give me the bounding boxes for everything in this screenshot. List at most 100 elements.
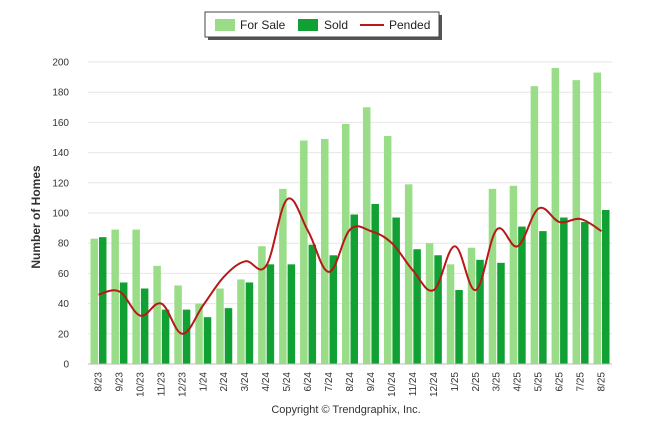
bar-sold	[497, 262, 505, 364]
bar-sold	[140, 288, 149, 364]
bar-for-sale	[195, 303, 203, 364]
bar-sold	[455, 290, 463, 364]
bar-for-sale	[404, 184, 413, 364]
bar-sold	[371, 203, 379, 364]
bar-for-sale	[90, 238, 98, 364]
bar-sold	[434, 255, 442, 364]
bar-sold	[413, 249, 421, 364]
legend-item-sold: Sold	[298, 18, 348, 32]
bar-sold	[245, 282, 254, 364]
y-tick-label: 80	[58, 239, 70, 250]
copyright-credit: Copyright © Trendgraphix, Inc.	[271, 404, 420, 416]
x-tick-label: 1/25	[450, 372, 461, 392]
y-tick-label: 100	[52, 209, 69, 220]
legend-label-pended: Pended	[389, 18, 430, 32]
y-tick-label: 120	[52, 178, 69, 189]
bar-for-sale	[425, 243, 434, 364]
bar-sold	[119, 282, 128, 364]
x-tick-label: 7/24	[324, 372, 335, 392]
x-tick-label: 6/25	[555, 372, 566, 392]
bar-sold	[560, 217, 568, 364]
bar-sold	[539, 231, 547, 364]
x-tick-label: 5/25	[534, 372, 545, 392]
bar-sold	[308, 244, 317, 364]
y-tick-label: 200	[52, 58, 69, 69]
bar-for-sale	[383, 135, 392, 364]
bar-for-sale	[258, 246, 266, 364]
bar-sold	[581, 222, 589, 364]
line-pended	[98, 197, 603, 335]
legend-swatch-for-sale	[215, 19, 235, 31]
y-tick-label: 180	[52, 88, 69, 99]
legend-box	[204, 11, 440, 38]
x-tick-label: 11/23	[156, 372, 167, 397]
bar-for-sale	[216, 288, 224, 364]
bar-for-sale	[446, 264, 455, 364]
bar-sold	[329, 255, 338, 364]
bar-for-sale	[530, 86, 539, 364]
bar-for-sale	[300, 140, 308, 364]
x-tick-label: 8/24	[345, 372, 356, 392]
bar-for-sale	[467, 247, 476, 364]
bar-for-sale	[572, 80, 581, 365]
bar-sold	[287, 264, 296, 364]
x-tick-label: 3/24	[240, 372, 251, 392]
bar-sold	[350, 214, 358, 364]
x-tick-label: 8/23	[93, 372, 104, 392]
bar-for-sale	[174, 285, 182, 364]
bar-for-sale	[153, 265, 161, 364]
legend-swatch-sold	[298, 19, 318, 31]
bar-for-sale	[237, 279, 245, 364]
bar-sold	[224, 308, 233, 364]
legend-item-pended: Pended	[360, 18, 430, 32]
bar-for-sale	[551, 68, 560, 364]
y-tick-labels: 0 20 40 60 80 100 120 140 160 180 200	[52, 58, 69, 371]
x-tick-label: 7/25	[576, 372, 587, 392]
x-tick-label: 5/24	[282, 372, 293, 392]
x-tick-label: 10/24	[387, 372, 398, 397]
bar-for-sale	[362, 107, 371, 365]
x-tick-label: 8/25	[597, 372, 608, 392]
legend-label-sold: Sold	[324, 18, 348, 32]
x-tick-label: 10/23	[135, 372, 146, 397]
bar-for-sale	[488, 188, 497, 364]
x-tick-label: 12/23	[177, 372, 188, 397]
x-tick-label: 11/24	[408, 372, 419, 397]
legend-label-for-sale: For Sale	[240, 18, 286, 32]
y-axis-title: Number of Homes	[29, 165, 43, 269]
bar-for-sale	[342, 123, 350, 364]
y-tick-label: 140	[52, 148, 69, 159]
bar-sold	[182, 309, 191, 364]
bar-for-sale	[509, 185, 518, 364]
x-tick-label: 3/25	[492, 372, 503, 392]
bar-sold	[518, 226, 526, 364]
bar-for-sale	[321, 139, 329, 364]
bar-sold	[203, 317, 212, 364]
bar-sold	[98, 237, 107, 364]
bar-for-sale	[132, 229, 140, 364]
y-tick-label: 160	[52, 118, 69, 129]
x-tick-label: 2/24	[219, 372, 230, 392]
x-tick-label: 1/24	[198, 372, 209, 392]
bar-sold	[161, 309, 170, 364]
x-tick-label: 4/24	[261, 372, 272, 392]
bar-sold	[602, 209, 610, 364]
legend: For Sale Sold Pended	[204, 11, 442, 40]
x-tick-label: 6/24	[303, 372, 314, 392]
bar-sold	[392, 217, 400, 364]
legend-item-for-sale: For Sale	[215, 18, 286, 32]
x-tick-label: 4/25	[513, 372, 524, 392]
x-tick-label: 9/24	[366, 372, 377, 392]
y-tick-label: 40	[58, 299, 70, 310]
y-tick-label: 20	[58, 329, 70, 340]
x-tick-label: 12/24	[429, 372, 440, 397]
bar-sold	[266, 264, 275, 364]
bar-for-sale	[593, 72, 602, 364]
bar-for-sale	[111, 229, 119, 364]
x-tick-labels: 8/23 9/23 10/23 11/23 12/23 1/24 2/24 3/24 4/24 5…	[93, 372, 607, 397]
series-sold-bars	[98, 203, 610, 364]
y-tick-label: 0	[63, 360, 69, 371]
series-pended-line	[98, 197, 603, 335]
